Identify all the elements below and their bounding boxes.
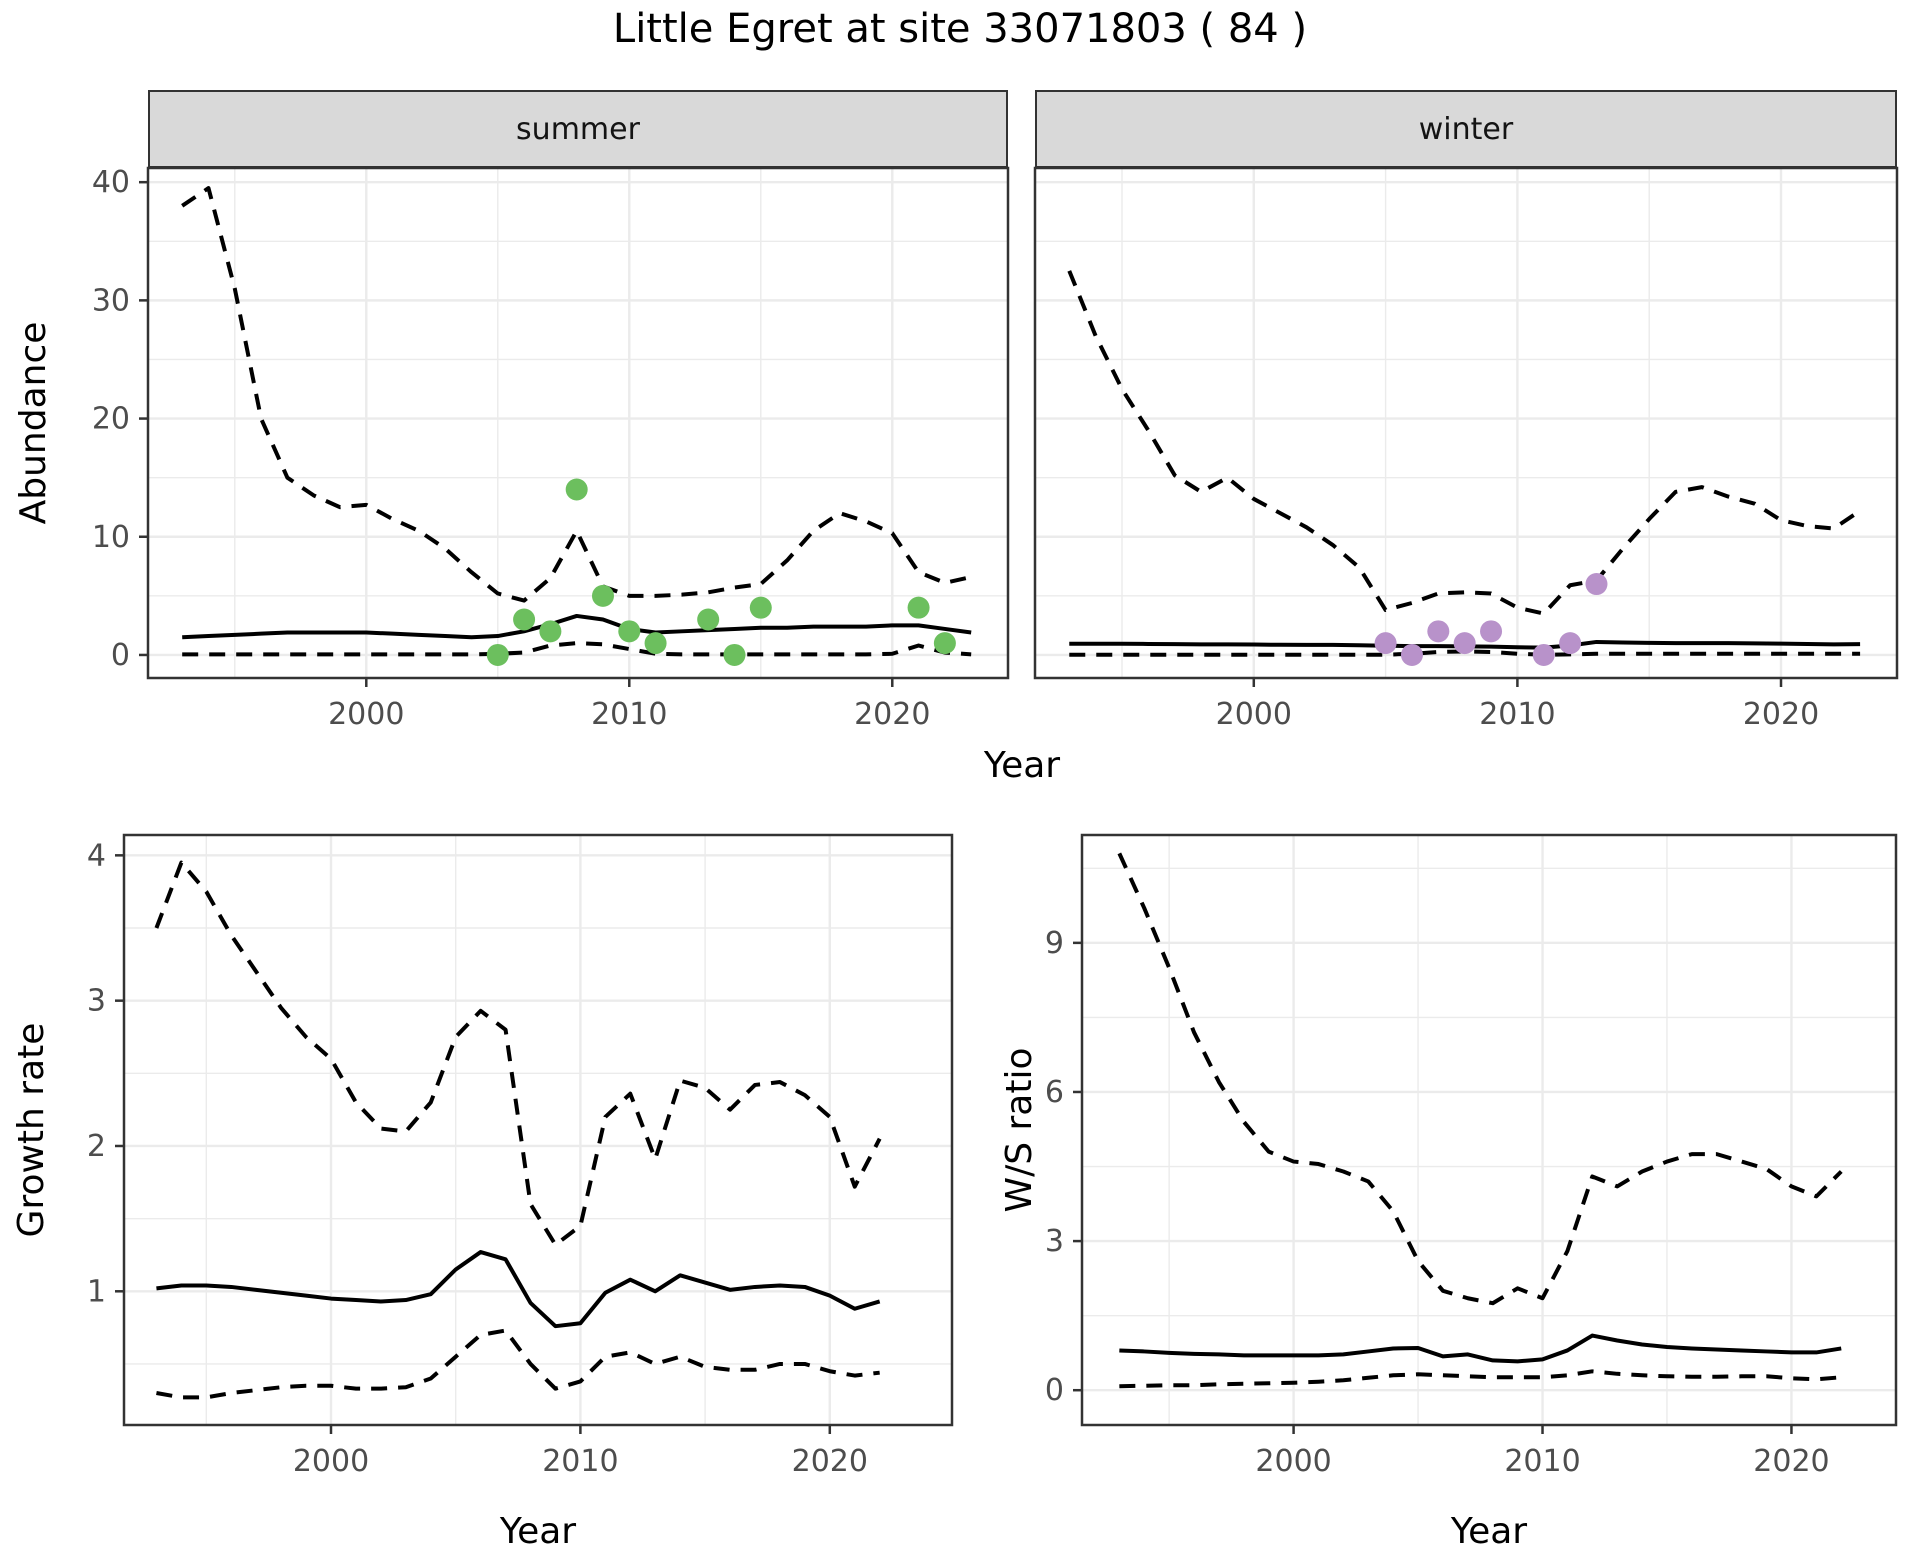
- svg-text:2000: 2000: [328, 697, 404, 732]
- svg-text:2020: 2020: [854, 697, 930, 732]
- year-axis-title-top: Year: [983, 745, 1061, 786]
- svg-text:9: 9: [1045, 926, 1064, 961]
- svg-text:20: 20: [92, 402, 130, 437]
- ws-ratio-plot: 2000 2010 2020 0 3 6 9: [1045, 833, 1898, 1479]
- series-lower_95ci: [182, 641, 972, 657]
- svg-text:2000: 2000: [293, 1444, 369, 1479]
- observed-point: [1559, 632, 1582, 655]
- series-median: [1119, 1333, 1842, 1364]
- observed-point: [907, 596, 930, 619]
- observed-point: [933, 632, 956, 655]
- observed-point: [1480, 620, 1503, 643]
- observed-point: [1374, 632, 1397, 655]
- observed-point: [1585, 573, 1608, 596]
- ws-ratio-axis-title: W/S ratio: [999, 1047, 1040, 1213]
- facet-strip-winter-label: winter: [1418, 111, 1514, 147]
- observed-point: [1427, 620, 1450, 643]
- facet-strip-summer: summer: [148, 90, 1008, 168]
- observed-point: [697, 608, 720, 631]
- growth-rate-plot: 2000 2010 2020 1 2 3 4: [87, 833, 954, 1479]
- facet-strip-summer-label: summer: [516, 111, 640, 147]
- data-layer: [181, 186, 972, 666]
- series-upper_95ci: [1067, 270, 1862, 616]
- svg-text:2000: 2000: [1255, 1444, 1331, 1479]
- svg-text:2020: 2020: [792, 1444, 868, 1479]
- year-axis-title-ws: Year: [1450, 1511, 1528, 1552]
- observed-point: [618, 620, 641, 643]
- svg-text:2020: 2020: [1753, 1444, 1829, 1479]
- observed-point: [565, 478, 588, 501]
- svg-text:2020: 2020: [1743, 697, 1819, 732]
- svg-text:10: 10: [92, 520, 130, 555]
- series-lower_95ci: [1119, 1369, 1842, 1389]
- observed-point: [513, 608, 536, 631]
- series-upper_95ci: [181, 186, 972, 603]
- observed-point: [1400, 643, 1423, 666]
- svg-text:1: 1: [87, 1274, 106, 1309]
- series-median: [182, 613, 972, 640]
- svg-text:2010: 2010: [1504, 1444, 1580, 1479]
- year-axis-title-growth: Year: [499, 1511, 577, 1552]
- series-lower_95ci: [156, 1328, 880, 1400]
- svg-text:0: 0: [1045, 1373, 1064, 1408]
- series-upper_95ci: [154, 860, 882, 1247]
- svg-text:4: 4: [87, 838, 106, 873]
- svg-text:6: 6: [1045, 1075, 1064, 1110]
- observed-point: [486, 643, 509, 666]
- svg-text:2010: 2010: [542, 1444, 618, 1479]
- series-lower_95ci: [1069, 649, 1861, 657]
- observed-point: [1532, 643, 1555, 666]
- data-layer: [1067, 270, 1862, 666]
- svg-text:40: 40: [92, 165, 130, 200]
- observed-point: [539, 620, 562, 643]
- series-median: [156, 1250, 881, 1329]
- observed-point: [723, 643, 746, 666]
- growth-rate-axis-title: Growth rate: [11, 1022, 52, 1238]
- svg-text:2000: 2000: [1216, 697, 1292, 732]
- facet-strip-winter: winter: [1035, 90, 1897, 168]
- svg-text:2: 2: [87, 1129, 106, 1164]
- observed-point: [591, 584, 614, 607]
- svg-text:0: 0: [111, 638, 130, 673]
- svg-text:2010: 2010: [591, 697, 667, 732]
- observed-point: [644, 632, 667, 655]
- svg-text:3: 3: [87, 984, 106, 1019]
- series-upper_95ci: [1117, 852, 1843, 1306]
- abundance-axis-title: Abundance: [13, 321, 54, 525]
- svg-text:30: 30: [92, 283, 130, 318]
- figure-title: Little Egret at site 33071803 ( 84 ): [612, 6, 1308, 52]
- winter-abundance-plot: 2000 2010 2020: [1033, 166, 1899, 732]
- observed-point: [749, 596, 772, 619]
- data-layer: [1117, 852, 1843, 1389]
- svg-text:2010: 2010: [1479, 697, 1555, 732]
- data-layer: [154, 860, 882, 1400]
- svg-text:3: 3: [1045, 1224, 1064, 1259]
- summer-abundance-plot: 2000 2010 2020 0 10 20 30 40: [92, 165, 1010, 732]
- observed-point: [1453, 632, 1476, 655]
